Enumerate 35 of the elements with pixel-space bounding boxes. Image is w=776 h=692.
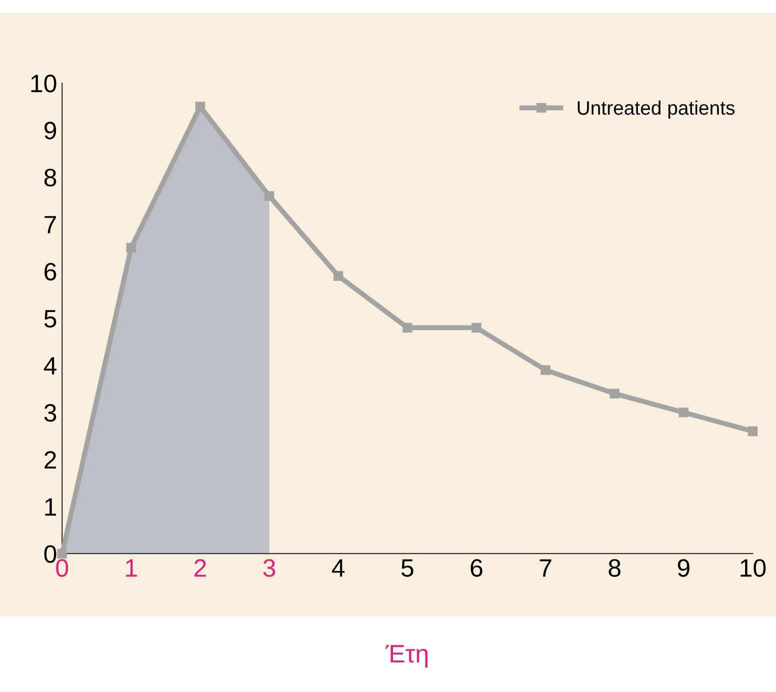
y-tick-label: 4 (44, 357, 56, 374)
y-tick-label: 1 (45, 498, 56, 516)
x-axis-title: Έτη (386, 645, 428, 668)
x-tick-label: 3 (263, 559, 276, 577)
y-tick-label: 6 (44, 262, 56, 281)
x-tick-label: 4 (332, 559, 345, 577)
y-tick-label: 7 (44, 216, 56, 234)
x-tick-label: 6 (470, 559, 482, 577)
x-tick-label: 8 (608, 559, 620, 577)
x-tick-label: 7 (540, 559, 552, 577)
x-tick-label: 5 (401, 559, 414, 577)
x-tick-label: 10 (740, 559, 766, 577)
y-tick-label: 5 (44, 310, 56, 328)
point (540, 365, 550, 375)
legend-label: Untreated patients (578, 100, 735, 119)
point (472, 322, 482, 333)
point (57, 548, 67, 558)
point (264, 191, 274, 201)
point (402, 322, 412, 333)
y-tick-label: 8 (44, 168, 56, 186)
point (195, 102, 206, 112)
x-tick-label: 9 (678, 559, 690, 577)
y-tick-label: 10 (31, 74, 56, 92)
y-tick-label: 0 (44, 545, 56, 563)
y-tick-label: 9 (44, 122, 56, 140)
y-tick-label: 2 (44, 451, 56, 469)
point (126, 242, 136, 253)
x-tick-label: 1 (126, 559, 137, 577)
x-tick-label: 0 (56, 559, 68, 577)
x-tick-label: 2 (194, 559, 206, 577)
point (748, 426, 758, 436)
y-tick-label: 3 (44, 404, 56, 422)
point (678, 408, 689, 418)
point (333, 271, 344, 281)
point (610, 388, 620, 398)
